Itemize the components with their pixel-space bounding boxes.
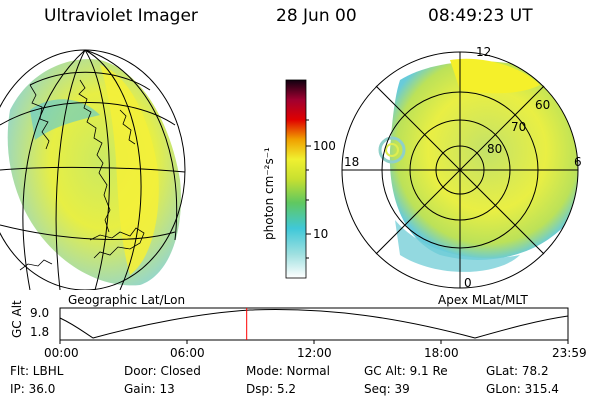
mlat-label-60: 60 <box>535 98 551 112</box>
info-door: Door: Closed <box>124 364 201 378</box>
coastline <box>78 79 111 233</box>
right-panel-caption: Apex MLat/MLT <box>438 293 528 307</box>
info-gain: Gain: 13 <box>124 382 175 396</box>
info-flt: Flt: LBHL <box>10 364 64 378</box>
info-mode: Mode: Normal <box>246 364 330 378</box>
info-seq: Seq: 39 <box>364 382 410 396</box>
colorbar-tick-100: 100 <box>313 139 336 153</box>
alt-xtick-1: 06:00 <box>170 346 205 360</box>
altitude-curve <box>59 309 569 339</box>
image-date: 28 Jun 00 <box>276 6 357 26</box>
alt-ytick-1-8: 1.8 <box>30 325 50 339</box>
alt-xtick-3: 18:00 <box>424 346 459 360</box>
auroral-emission-right <box>389 61 578 260</box>
mlat-label-80: 80 <box>487 142 503 156</box>
alt-ytick-9: 9.0 <box>30 306 50 320</box>
alt-xtick-2: 12:00 <box>297 346 332 360</box>
left-panel-caption: Geographic Lat/Lon <box>68 293 186 307</box>
alt-ylabel: GC Alt <box>10 300 24 338</box>
mlat-label-70: 70 <box>511 120 527 134</box>
instrument-title: Ultraviolet Imager <box>44 6 198 26</box>
alt-xtick-0: 00:00 <box>44 346 79 360</box>
info-ip: IP: 36.0 <box>10 382 56 396</box>
mlt-label-18: 18 <box>344 155 360 169</box>
info-dsp: Dsp: 5.2 <box>246 382 297 396</box>
image-time: 08:49:23 UT <box>428 6 533 26</box>
alt-xtick-4: 23:59 <box>552 346 587 360</box>
mlt-label-6: 6 <box>574 155 582 169</box>
colorbar-tick-10: 10 <box>313 227 329 241</box>
info-glat: GLat: 78.2 <box>486 364 549 378</box>
mlt-label-0: 0 <box>464 276 472 290</box>
info-glon: GLon: 315.4 <box>486 382 559 396</box>
mlt-label-12: 12 <box>476 45 492 59</box>
globe-group <box>0 49 186 290</box>
info-gc-alt: GC Alt: 9.1 Re <box>364 364 448 378</box>
